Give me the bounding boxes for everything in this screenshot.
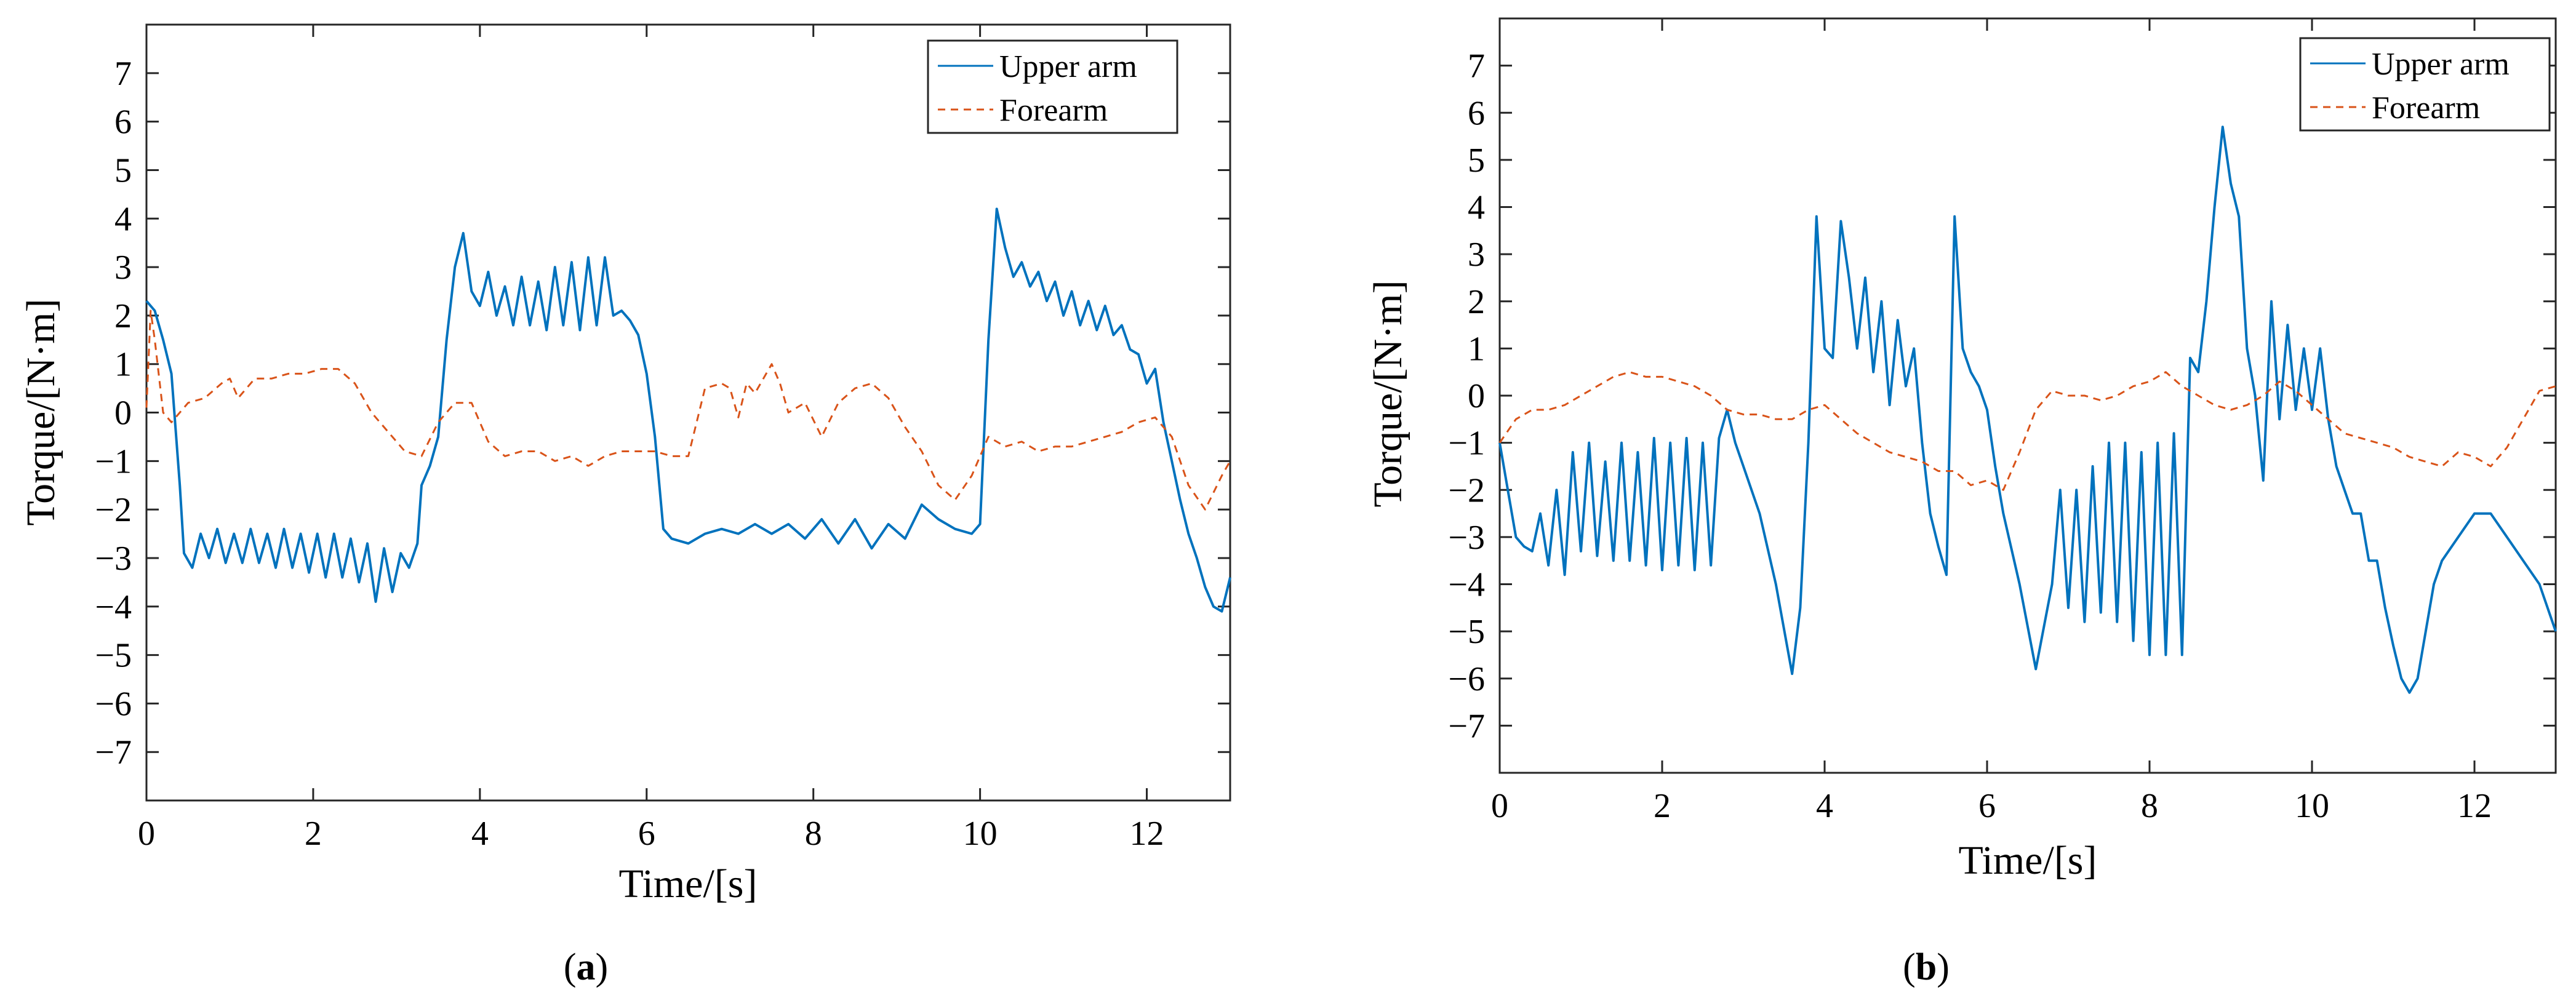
- panel-a-y-tick-label: 0: [114, 394, 132, 433]
- panel-a-y-tick-label: 2: [114, 297, 132, 335]
- panel-a-x-tick-label: 12: [1130, 815, 1164, 853]
- panel-b-x-tick-label: 4: [1816, 787, 1833, 825]
- panel-b-y-axis-label: Torque/[N·m]: [1366, 280, 1410, 507]
- panel-b-plot-area: [1498, 17, 2557, 774]
- panel-b-y-tick-label: 3: [1468, 236, 1485, 274]
- panel-b-y-tick-label: 6: [1468, 94, 1485, 132]
- panel-b-x-tick-label: 8: [2141, 787, 2158, 825]
- panel-b-y-tick-label: −4: [1448, 566, 1485, 604]
- panel-b-series-forearm: [1498, 371, 2556, 491]
- panel-a-x-tick-label: 6: [638, 815, 655, 853]
- panel-a-y-tick-label: 1: [114, 346, 132, 384]
- panel-a-caption-open: (: [564, 946, 577, 988]
- panel-a-y-tick-label: 4: [114, 200, 132, 238]
- panel-b-y-tick-label: −3: [1448, 519, 1485, 557]
- panel-a-x-tick-label: 4: [471, 815, 489, 853]
- panel-b-y-tick-label: −2: [1448, 471, 1485, 509]
- panel-b-caption: (b): [1903, 946, 1950, 988]
- panel-b-series: [1498, 126, 2557, 694]
- panel-a-y-tick-label: −7: [95, 733, 132, 772]
- panel-a-plot-area: [145, 23, 1231, 802]
- panel-a-x-tick-label: 2: [305, 815, 322, 853]
- panel-b-y-tick-label: 5: [1468, 142, 1485, 180]
- panel-b-y-tick-label: −1: [1448, 425, 1485, 463]
- panel-a-y-axis-label: Torque/[N·m]: [18, 298, 63, 525]
- panel-b-x-tick-label: 6: [1978, 787, 1996, 825]
- panel-a-legend-label-upper-arm: Upper arm: [999, 49, 1137, 84]
- panel-b-y-tick-label: 4: [1468, 189, 1485, 227]
- panel-a-legend-label-forearm: Forearm: [999, 93, 1108, 128]
- panel-b-caption-open: (: [1903, 946, 1916, 988]
- panel-a-y-tick-label: −1: [95, 442, 132, 481]
- panel-a-y-tick-label: −5: [95, 637, 132, 675]
- panel-b-x-tick-label: 10: [2295, 787, 2329, 825]
- panel-b-y-tick-label: 1: [1468, 330, 1485, 368]
- panel-b-y-tick-label: 2: [1468, 283, 1485, 321]
- panel-b-y-tick-label: −6: [1448, 660, 1485, 698]
- panel-b-y-tick-label: −5: [1448, 613, 1485, 651]
- panel-b-legend: Upper arm Forearm: [2299, 37, 2551, 132]
- panel-a-y-tick-label: 6: [114, 103, 132, 142]
- panel-b-x-tick-label: 2: [1654, 787, 1671, 825]
- panel-b-y-tick-label: 0: [1468, 377, 1485, 415]
- panel-b-legend-label-upper-arm: Upper arm: [2372, 47, 2510, 82]
- panel-b-caption-letter: b: [1916, 946, 1937, 988]
- panel-a-y-tick-label: −3: [95, 540, 132, 578]
- panel-a-series-upper-arm: [145, 207, 1231, 613]
- panel-b-y-tick-label: −7: [1448, 707, 1485, 745]
- panel-a-y-tick-label: −6: [95, 685, 132, 723]
- panel-a-y-tick-label: 7: [114, 55, 132, 93]
- panel-a-y-tick-label: 3: [114, 249, 132, 287]
- panel-b-x-axis-label: Time/[s]: [1959, 838, 2097, 883]
- panel-a-caption: (a): [564, 946, 608, 988]
- panel-b-legend-label-forearm: Forearm: [2372, 90, 2480, 126]
- panel-a-x-tick-label: 8: [805, 815, 822, 853]
- panel-a-y-tick-label: 5: [114, 151, 132, 190]
- panel-b-x-tick-label: 0: [1491, 787, 1508, 825]
- panel-a-x-tick-label: 0: [138, 815, 155, 853]
- panel-a-y-tick-label: −4: [95, 588, 132, 626]
- panel-a-legend-box: [927, 39, 1178, 134]
- panel-a-caption-close: ): [596, 946, 609, 988]
- panel-a-legend: Upper arm Forearm: [927, 39, 1178, 134]
- panel-b-legend-box: [2299, 37, 2551, 132]
- panel-b-y-tick-label: 7: [1468, 47, 1485, 86]
- panel-a-caption-letter: a: [577, 946, 596, 988]
- panel-a-x-tick-label: 10: [963, 815, 998, 853]
- panel-b-x-tick-label: 12: [2457, 787, 2492, 825]
- panel-a-series: [145, 207, 1231, 613]
- panel-a-series-forearm: [145, 309, 1231, 511]
- panel-b-caption-close: ): [1937, 946, 1950, 988]
- panel-a-y-tick-label: −2: [95, 491, 132, 529]
- panel-a-x-axis-label: Time/[s]: [619, 861, 758, 906]
- panel-b-series-upper-arm: [1498, 126, 2557, 694]
